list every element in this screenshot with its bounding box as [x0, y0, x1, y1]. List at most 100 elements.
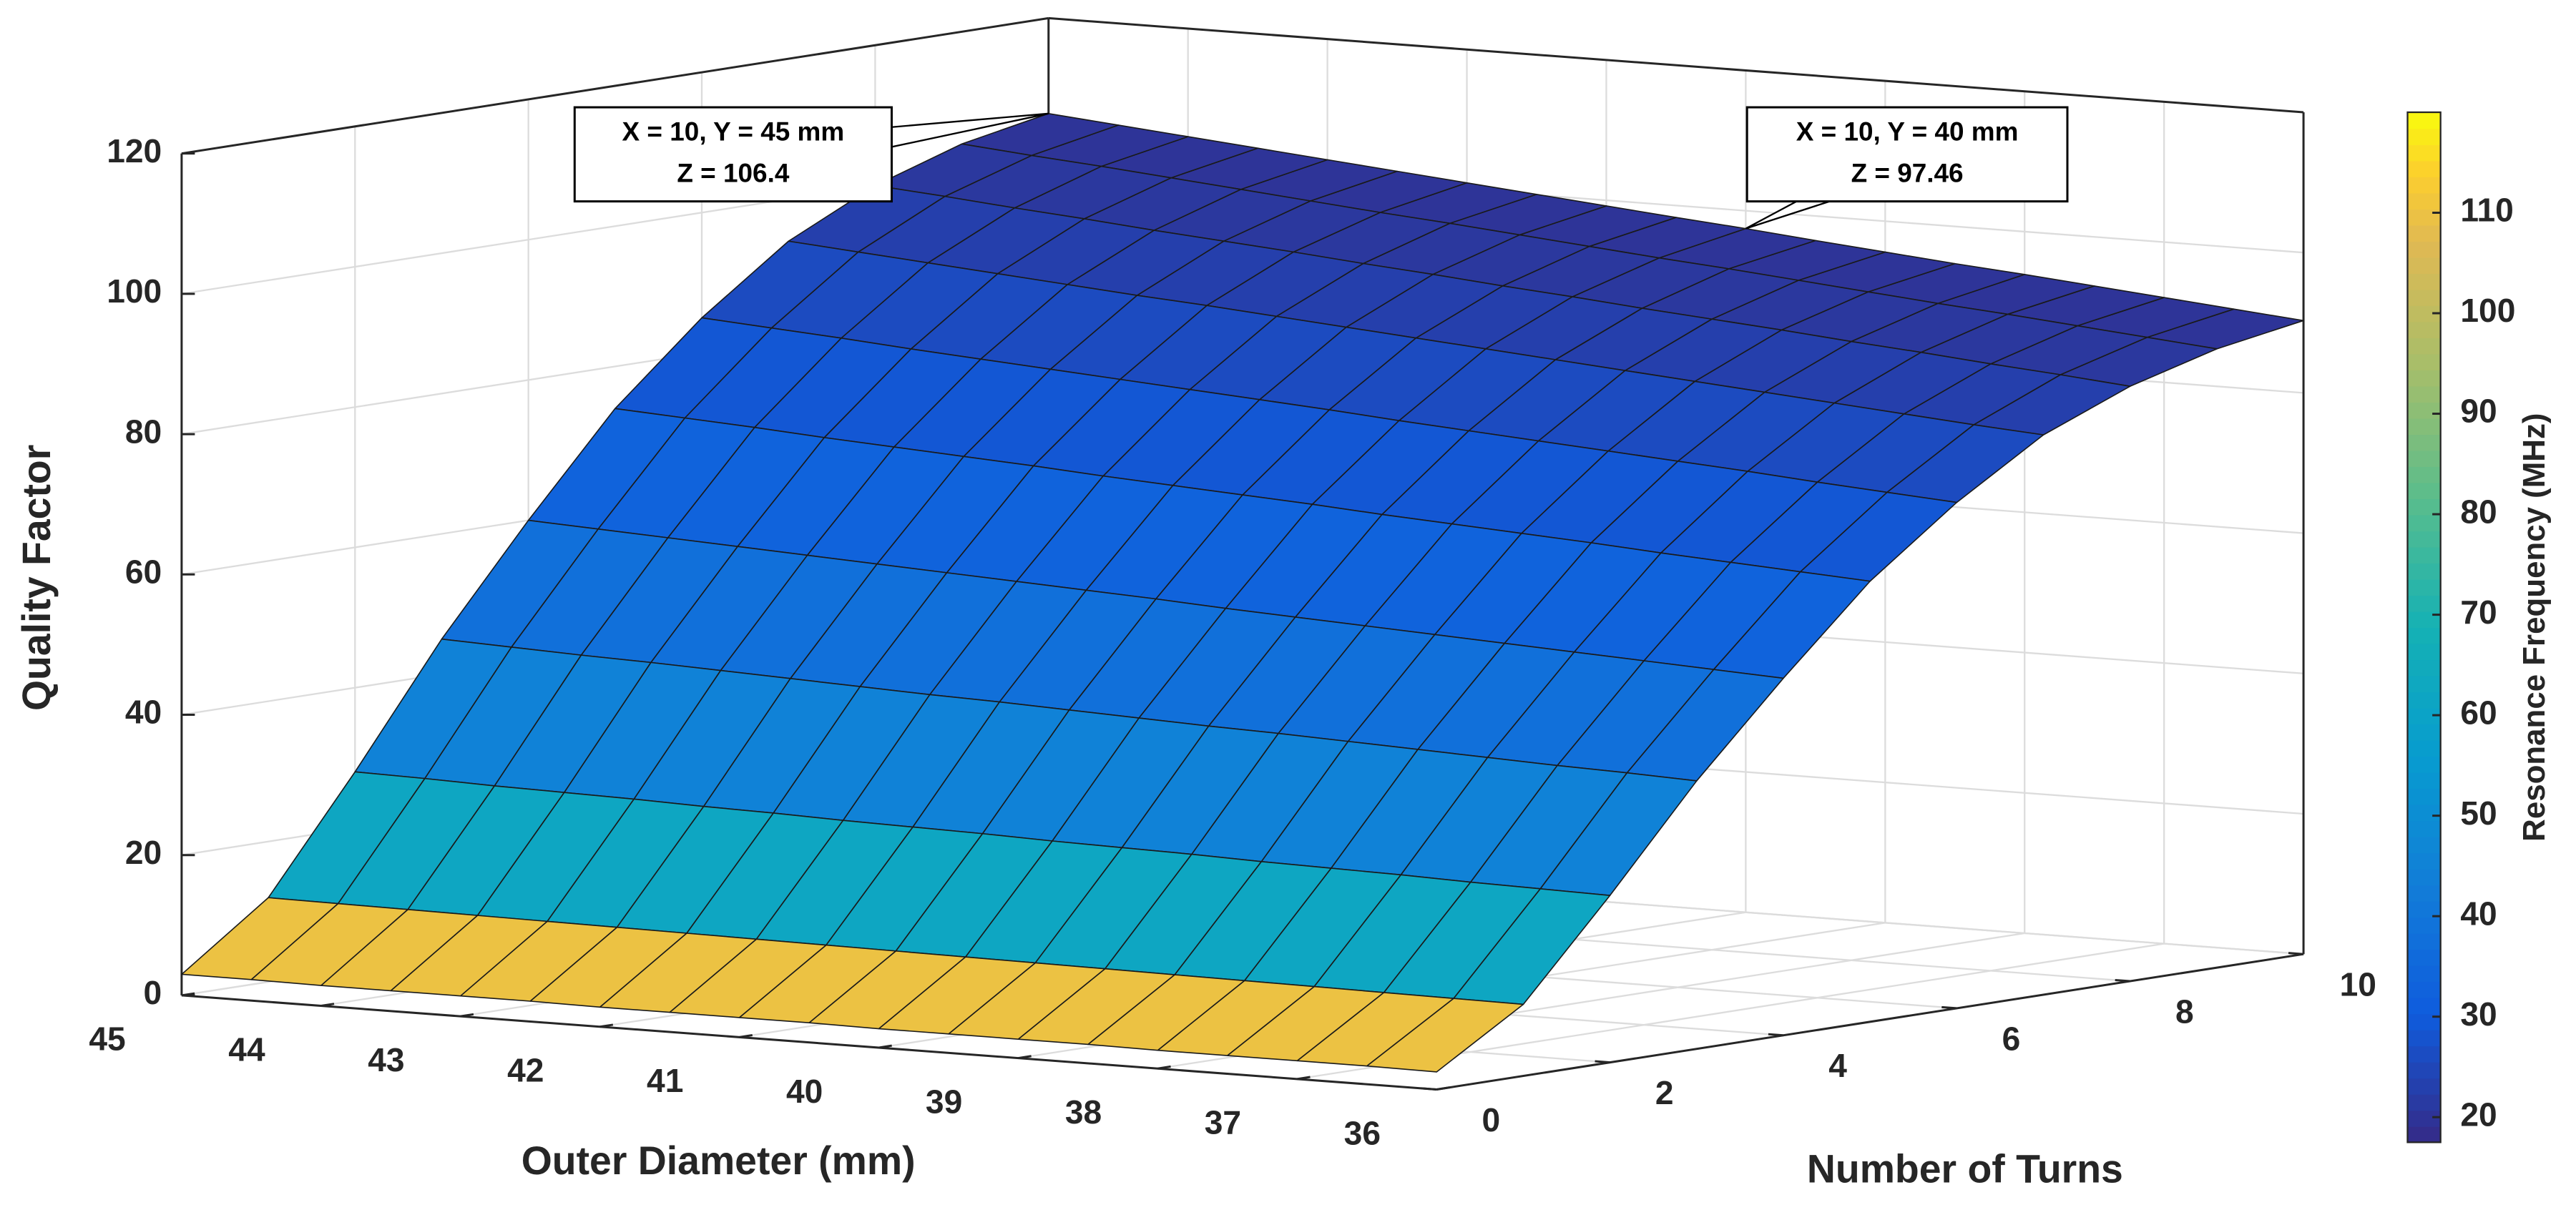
colorbar-label: Resonance Frequency (MHz) [2517, 413, 2552, 841]
tick-mark [1768, 1033, 1784, 1037]
colorbar-step [2407, 707, 2441, 725]
colorbar-step [2407, 917, 2441, 934]
colorbar-frame [2406, 111, 2442, 1143]
colorbar-step [2407, 402, 2441, 419]
z-tick-label: 60 [125, 553, 162, 590]
colorbar-step [2407, 852, 2441, 870]
y-tick-label: 39 [926, 1083, 962, 1120]
axis-line [1048, 16, 2304, 114]
tick-mark [599, 1023, 614, 1028]
x-tick-label: 10 [2340, 966, 2376, 1003]
colorbar-step [2407, 788, 2441, 805]
tick-mark [181, 992, 195, 997]
tick-mark [1436, 1086, 1450, 1091]
colorbar-step [2407, 756, 2441, 773]
colorbar-step [2407, 724, 2441, 741]
colorbar-step [2407, 997, 2441, 1015]
colorbar-step [2407, 772, 2441, 789]
datatip-text: Z = 106.4 [677, 158, 789, 187]
colorbar-step [2407, 434, 2441, 451]
tick-mark [1018, 1055, 1032, 1060]
y-axis-label: Outer Diameter (mm) [521, 1138, 916, 1183]
colorbar-step [2407, 627, 2441, 644]
colorbar-step [2407, 514, 2441, 532]
colorbar-step [2407, 450, 2441, 468]
colorbar-step [2407, 836, 2441, 854]
z-tick-label: 120 [107, 132, 162, 169]
annotations: X = 10, Y = 45 mm Z = 106.4 X = 10, Y = 40… [573, 106, 2069, 230]
colorbar-tick-label: 60 [2460, 694, 2497, 731]
colorbar-step [2407, 949, 2441, 966]
colorbar-tick-label: 90 [2460, 393, 2497, 430]
datatip-text: Z = 97.46 [1851, 158, 1964, 187]
tick-mark [1595, 1060, 1610, 1064]
colorbar-step [2407, 1046, 2441, 1063]
colorbar-step [2407, 804, 2441, 822]
colorbar: 20 30 40 50 60 70 80 90 100 110 [2406, 111, 2515, 1143]
tick-mark [2288, 952, 2304, 955]
colorbar-step [2407, 418, 2441, 436]
y-tick-label: 42 [507, 1052, 544, 1089]
colorbar-step [2407, 257, 2441, 274]
x-tick-label: 6 [2002, 1020, 2021, 1057]
surface-face [181, 897, 339, 980]
x-tick-label: 4 [1828, 1047, 1847, 1084]
colorbar-step [2407, 1078, 2441, 1095]
colorbar-step [2407, 531, 2441, 548]
labels: Outer Diameter (mm) Number of Turns Qual… [14, 132, 2552, 1191]
colorbar-step [2407, 160, 2441, 177]
datatip-text: X = 10, Y = 45 mm [622, 117, 845, 147]
colorbar-step [2407, 933, 2441, 950]
colorbar-step [2407, 225, 2441, 242]
colorbar-step [2407, 208, 2441, 226]
colorbar-step [2407, 643, 2441, 661]
tick-mark [1941, 1005, 1957, 1010]
axis-line [181, 16, 1049, 155]
colorbar-step [2407, 820, 2441, 837]
y-tick-label: 38 [1065, 1093, 1102, 1131]
y-tick-label: 41 [647, 1062, 683, 1099]
y-tick-label: 44 [228, 1030, 265, 1068]
x-tick-label: 0 [1482, 1101, 1501, 1138]
colorbar-step [2407, 868, 2441, 886]
z-tick-label: 40 [125, 694, 162, 731]
x-tick-label: 8 [2175, 993, 2194, 1030]
colorbar-step [2407, 176, 2441, 194]
colorbar-step [2407, 1110, 2441, 1127]
colorbar-step [2407, 1126, 2441, 1143]
colorbar-step [2407, 692, 2441, 709]
colorbar-tick-label: 40 [2460, 895, 2497, 932]
colorbar-step [2407, 466, 2441, 483]
datatip-text: X = 10, Y = 40 mm [1796, 117, 2019, 147]
colorbar-step [2407, 563, 2441, 580]
colorbar-step [2407, 659, 2441, 677]
colorbar-step [2407, 675, 2441, 693]
colorbar-step [2407, 370, 2441, 387]
colorbar-step [2407, 144, 2441, 162]
y-tick-label: 36 [1344, 1114, 1381, 1151]
colorbar-step [2407, 112, 2441, 129]
tick-mark [878, 1044, 892, 1049]
colorbar-step [2407, 241, 2441, 258]
colorbar-tick-label: 70 [2460, 594, 2497, 631]
colorbar-step [2407, 498, 2441, 516]
colorbar-step [2407, 965, 2441, 983]
colorbar-step [2407, 353, 2441, 370]
tick-mark [739, 1034, 753, 1038]
colorbar-step [2407, 885, 2441, 902]
colorbar-step [2407, 981, 2441, 998]
z-tick-label: 0 [144, 974, 162, 1011]
colorbar-step [2407, 385, 2441, 403]
plot: Outer Diameter (mm) Number of Turns Qual… [14, 16, 2552, 1191]
colorbar-step [2407, 1093, 2441, 1111]
tick-mark [460, 1013, 474, 1018]
surface [181, 113, 2304, 1073]
z-tick-label: 80 [125, 413, 162, 450]
axis-line [1436, 953, 2304, 1091]
colorbar-step [2407, 305, 2441, 323]
tick-mark [1297, 1076, 1311, 1081]
y-tick-label: 40 [786, 1073, 823, 1110]
datatip-box [573, 106, 893, 203]
y-tick-label: 37 [1205, 1104, 1241, 1141]
